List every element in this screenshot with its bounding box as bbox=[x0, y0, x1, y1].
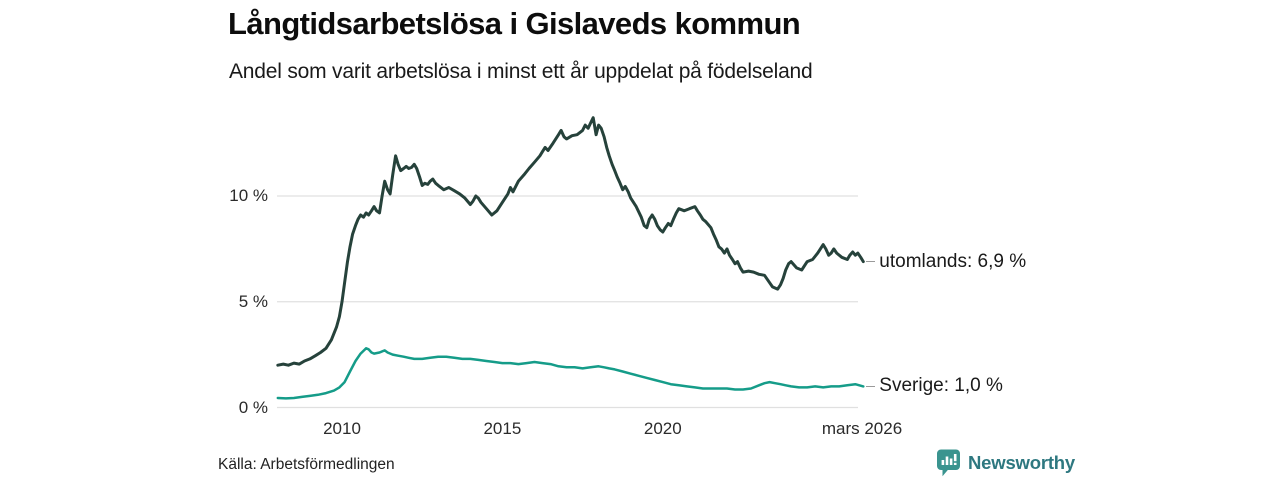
x-axis-tick-2015: 2015 bbox=[483, 419, 522, 438]
x-axis-tick-mars-2026: mars 2026 bbox=[821, 419, 903, 438]
series-label-utomlands: utomlands: 6,9 % bbox=[866, 251, 1026, 273]
newsworthy-wordmark: Newsworthy bbox=[968, 452, 1075, 473]
label-connector-dash bbox=[866, 385, 876, 387]
source-attribution: Källa: Arbetsförmedlingen bbox=[218, 456, 395, 473]
y-axis-tick-10: 10 % bbox=[229, 186, 268, 205]
x-axis-tick-2010: 2010 bbox=[323, 419, 361, 438]
page-title: Långtidsarbetslösa i Gislaveds kommun bbox=[228, 6, 801, 41]
newsworthy-bar-chart-bubble-icon bbox=[937, 449, 960, 477]
chart-series-lines bbox=[276, 116, 865, 400]
series-label-sverige: Sverige: 1,0 % bbox=[866, 375, 1003, 397]
newsworthy-logo-link[interactable]: Newsworthy bbox=[936, 449, 1075, 477]
chart-subtitle: Andel som varit arbetslösa i minst ett å… bbox=[229, 60, 813, 83]
gridlines bbox=[277, 195, 858, 409]
x-axis-tick-2020: 2020 bbox=[643, 419, 682, 438]
series-label-utomlands-text: utomlands: 6,9 % bbox=[879, 250, 1027, 272]
y-axis-tick-0: 0 % bbox=[238, 397, 268, 417]
series-label-sverige-text: Sverige: 1,0 % bbox=[879, 375, 1003, 397]
y-axis-tick-5: 5 % bbox=[238, 291, 268, 311]
label-connector-dash bbox=[866, 261, 876, 263]
